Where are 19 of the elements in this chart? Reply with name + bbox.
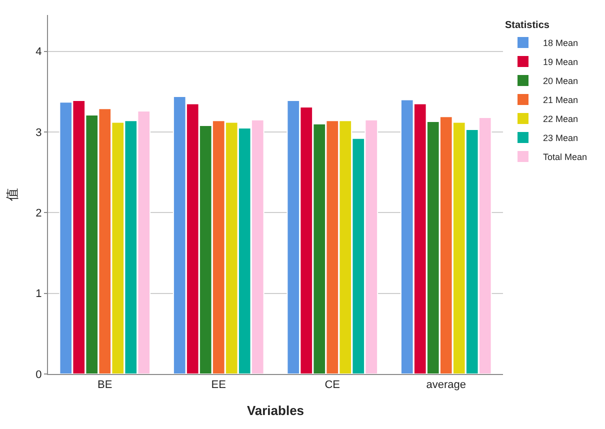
legend-label: 20 Mean	[543, 76, 578, 86]
legend-title: Statistics	[505, 20, 550, 31]
x-tick-label: BE	[98, 379, 112, 392]
legend-label: 21 Mean	[543, 95, 578, 106]
y-tick-label: 2	[36, 208, 42, 220]
legend-label: 18 Mean	[543, 38, 578, 48]
x-tick-label: average	[426, 379, 466, 392]
legend-label: 23 Mean	[543, 133, 578, 144]
y-axis-title: 值	[6, 188, 21, 201]
legend-label: Total Mean	[543, 152, 588, 162]
legend-label: 19 Mean	[543, 57, 578, 68]
y-tick-label: 1	[36, 288, 42, 300]
y-tick-label: 0	[36, 368, 42, 381]
y-tick-label: 4	[36, 46, 42, 58]
x-axis-title: Variables	[246, 402, 304, 418]
x-tick-label: EE	[211, 379, 226, 392]
x-tick-label: CE	[324, 379, 340, 392]
y-tick-label: 3	[36, 126, 42, 139]
legend-label: 22 Mean	[543, 114, 578, 124]
